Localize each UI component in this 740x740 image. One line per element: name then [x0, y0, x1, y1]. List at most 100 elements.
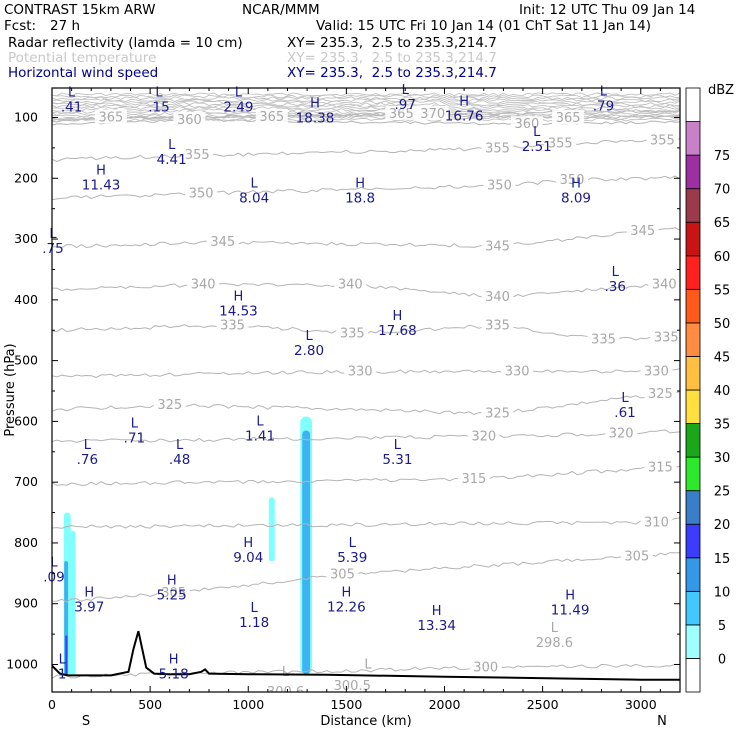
wind-high-marker: H [234, 290, 244, 305]
wind-low-marker: L [612, 265, 620, 280]
colorbar-label: 65 [714, 216, 731, 231]
wind-extremum-value: 16.76 [445, 109, 484, 125]
y-tick-label: 300 [14, 231, 38, 246]
theta-label-bg [255, 108, 288, 123]
wind-low-marker: L [251, 601, 259, 616]
wind-extremum-value: 18.38 [296, 110, 335, 126]
theta-label: 305 [624, 549, 649, 564]
wind-extremum-value: 2.49 [223, 99, 253, 115]
colorbar-segment [685, 288, 701, 324]
x-axis-title: Distance (km) [320, 714, 411, 729]
wind-high-marker: H [432, 604, 442, 619]
wind-high-marker: H [571, 177, 581, 192]
theta-label-bg [457, 471, 490, 486]
theta-label-bg [94, 109, 127, 124]
wind-low-marker: L [394, 438, 402, 453]
y-tick-label: 500 [14, 353, 38, 368]
wind-extremum-value: 8.04 [239, 191, 269, 207]
theta-label-bg [481, 317, 514, 332]
colorbar-segment [685, 423, 701, 458]
theta-label-bg [640, 363, 673, 378]
terrain-line [52, 630, 680, 681]
theta-contour-line [52, 96, 680, 101]
wind-extremum-value: .41 [61, 99, 82, 115]
theta-contour-line [52, 227, 680, 249]
wind-extremum-value: 11.49 [551, 603, 590, 619]
colorbar-label: 40 [714, 384, 731, 399]
colorbar-segment [685, 658, 701, 693]
theta-label: 340 [485, 290, 510, 305]
theta-contour-line [52, 118, 680, 126]
theta-label-bg [187, 276, 220, 291]
wind-extremum-value: 1.18 [239, 615, 269, 631]
theta-label-bg [538, 635, 571, 650]
x-end-label-north: N [657, 714, 667, 729]
wind-extremum-value: 5.25 [157, 588, 187, 604]
theta-label-bg [626, 223, 659, 238]
wind-extremum-value: 8.09 [561, 191, 591, 207]
forecast-hours: 27 h [50, 18, 81, 34]
wind-high-marker: H [565, 589, 575, 604]
y-tick-label: 200 [14, 170, 38, 185]
theta-label: 355 [650, 134, 675, 149]
theta-label: 298.6 [536, 636, 573, 651]
wind-extremum-value: 14.53 [219, 304, 258, 320]
wind-low-marker: L [600, 84, 608, 99]
theta-label-bg [605, 425, 638, 440]
wind-extremum-value: 1.41 [245, 428, 275, 444]
theta-label: 340 [191, 278, 216, 293]
theta-label-bg [385, 105, 418, 120]
theta-label-bg [587, 331, 620, 346]
wind-high-marker: H [243, 536, 253, 551]
colorbar: 0 5 10 15 20 25 30 35 40 45 50 55 60 65 70 75 [685, 87, 731, 693]
wind-extremum-value: .76 [77, 452, 98, 468]
colorbar-label: 20 [714, 518, 731, 533]
theta-contour-line [52, 98, 680, 103]
theta-contour-line [52, 391, 680, 416]
theta-label: 325 [648, 387, 673, 402]
theta-label: 305 [330, 568, 355, 583]
wind-low-marker: L [305, 329, 313, 344]
theta-label: 355 [485, 141, 510, 156]
theta-label-bg [501, 363, 534, 378]
wind-extremum-value: 9.04 [233, 550, 263, 566]
colorbar-label: 45 [714, 350, 731, 365]
wind-extremum-value: .97 [395, 97, 416, 113]
wind-extremum-value: .09 [43, 569, 64, 585]
wind-low-marker: L [176, 438, 184, 453]
theta-label-bg [173, 111, 206, 126]
colorbar-segment [685, 154, 701, 190]
theta-label: 360 [177, 113, 202, 128]
org-label: NCAR/MMM [242, 2, 320, 18]
wind-low-marker: L [533, 125, 541, 140]
wind-high-marker: H [169, 653, 179, 668]
colorbar-segment [685, 188, 701, 223]
field-xy-wind: XY= 235.3, 2.5 to 235.3,214.7 [287, 65, 497, 81]
wind-extremum-value: 2.51 [522, 139, 552, 155]
theta-label-bg [556, 172, 589, 187]
theta-label-bg [157, 584, 190, 599]
theta-contour-line [52, 104, 680, 109]
colorbar-segment [685, 255, 701, 290]
wind-high-marker: H [341, 586, 351, 601]
wind-extremum-value: .79 [593, 98, 614, 114]
colorbar-label: 50 [714, 317, 731, 332]
wind-low-marker: L [256, 414, 264, 429]
theta-label-bg [336, 325, 369, 340]
wind-extremum-value: 13.34 [417, 618, 456, 634]
y-tick-label: 100 [14, 110, 38, 125]
theta-label: 335 [340, 326, 365, 341]
theta-contour-line [52, 100, 680, 105]
colorbar-label: 30 [714, 451, 731, 466]
wind-low-marker: L [155, 85, 163, 100]
wind-extremum-value: .71 [124, 431, 145, 447]
theta-label: 310 [644, 515, 669, 530]
wind-low-marker: L [251, 177, 259, 192]
theta-label: 365 [259, 110, 284, 125]
theta-label: 315 [648, 461, 673, 476]
colorbar-segment [685, 356, 701, 391]
theta-label-bg [185, 185, 218, 200]
theta-label: 330 [505, 365, 530, 380]
theta-label: 355 [548, 137, 573, 152]
theta-label: 335 [654, 331, 679, 346]
